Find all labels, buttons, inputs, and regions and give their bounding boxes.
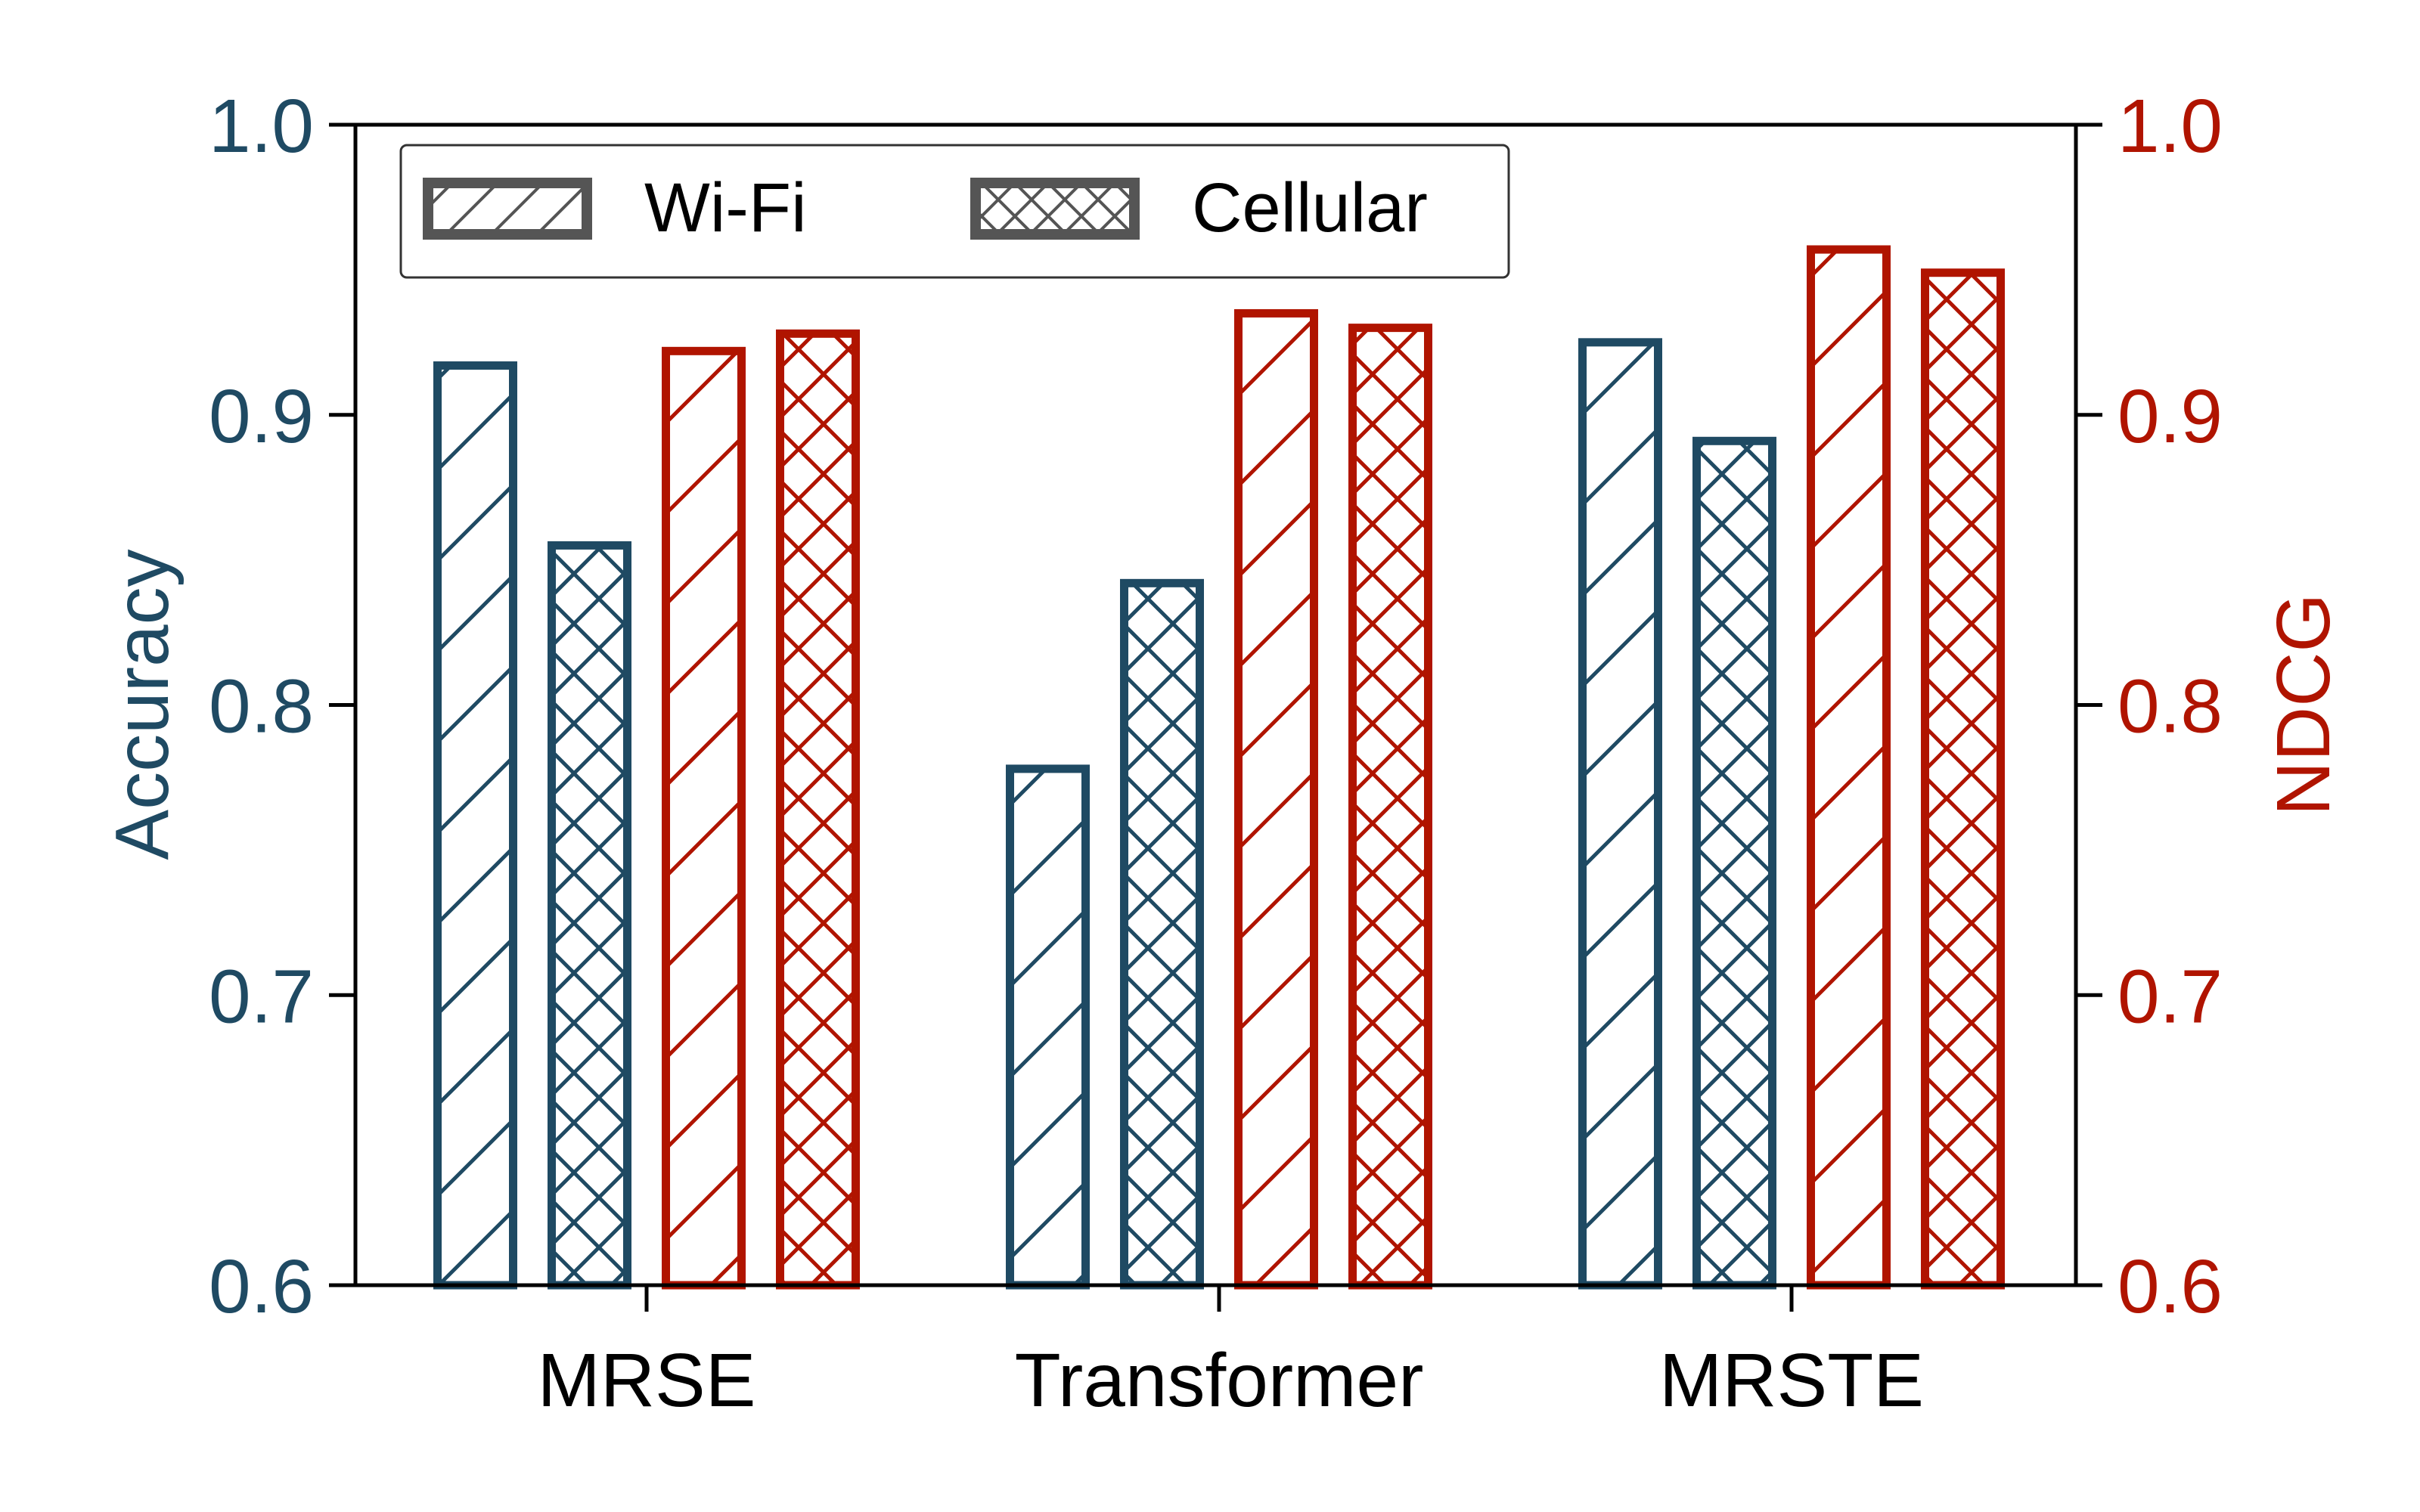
x-tick-label: MRSE (538, 1338, 756, 1423)
x-tick-label: MRSTE (1659, 1338, 1924, 1423)
bar-mrste-ndcg-wi-fi (1807, 245, 1891, 1290)
bar-mrse-ndcg-cellular (776, 329, 860, 1290)
bar-mrste-accuracy-wi-fi (1578, 338, 1662, 1290)
right-tick-label: 0.6 (2118, 1244, 2223, 1329)
legend-label-wifi: Wi-Fi (644, 169, 807, 246)
left-tick-label: 1.0 (209, 84, 314, 169)
bar-mrse-accuracy-wi-fi (433, 361, 517, 1290)
bar-transformer-ndcg-wi-fi (1234, 308, 1318, 1290)
left-tick-label: 0.6 (209, 1244, 314, 1329)
bar-transformer-ndcg-cellular (1348, 324, 1432, 1290)
right-axis-title: NDCG (2261, 593, 2346, 816)
bar-mrse-accuracy-cellular (548, 541, 631, 1290)
bar-mrste-ndcg-cellular (1921, 268, 2005, 1290)
bars-group (433, 245, 2005, 1290)
left-axis-title: Accuracy (100, 549, 185, 860)
right-tick-label: 0.7 (2118, 954, 2223, 1039)
right-tick-label: 0.9 (2118, 374, 2223, 459)
left-axis: 0.6 0.7 0.8 0.9 1.0 (209, 84, 355, 1329)
bar-transformer-accuracy-wi-fi (1006, 764, 1090, 1290)
bar-transformer-accuracy-cellular (1120, 578, 1204, 1290)
legend-label-cellular: Cellular (1192, 169, 1428, 246)
x-axis: MRSE Transformer MRSTE (538, 1285, 1924, 1423)
right-tick-label: 0.8 (2118, 665, 2223, 749)
legend-swatch-cellular (970, 178, 1140, 240)
left-tick-label: 0.8 (209, 665, 314, 749)
bar-mrse-ndcg-wi-fi (662, 346, 746, 1290)
right-axis: 0.6 0.7 0.8 0.9 1.0 (2076, 84, 2223, 1329)
bar-mrste-accuracy-cellular (1692, 436, 1776, 1290)
left-tick-label: 0.9 (209, 374, 314, 459)
x-tick-label: Transformer (1015, 1338, 1424, 1423)
left-tick-label: 0.7 (209, 954, 314, 1039)
right-tick-label: 1.0 (2118, 84, 2223, 169)
legend-swatch-wifi (423, 178, 592, 240)
legend-frame (399, 144, 1510, 279)
legend: Wi-Fi Cellular (399, 144, 1510, 279)
